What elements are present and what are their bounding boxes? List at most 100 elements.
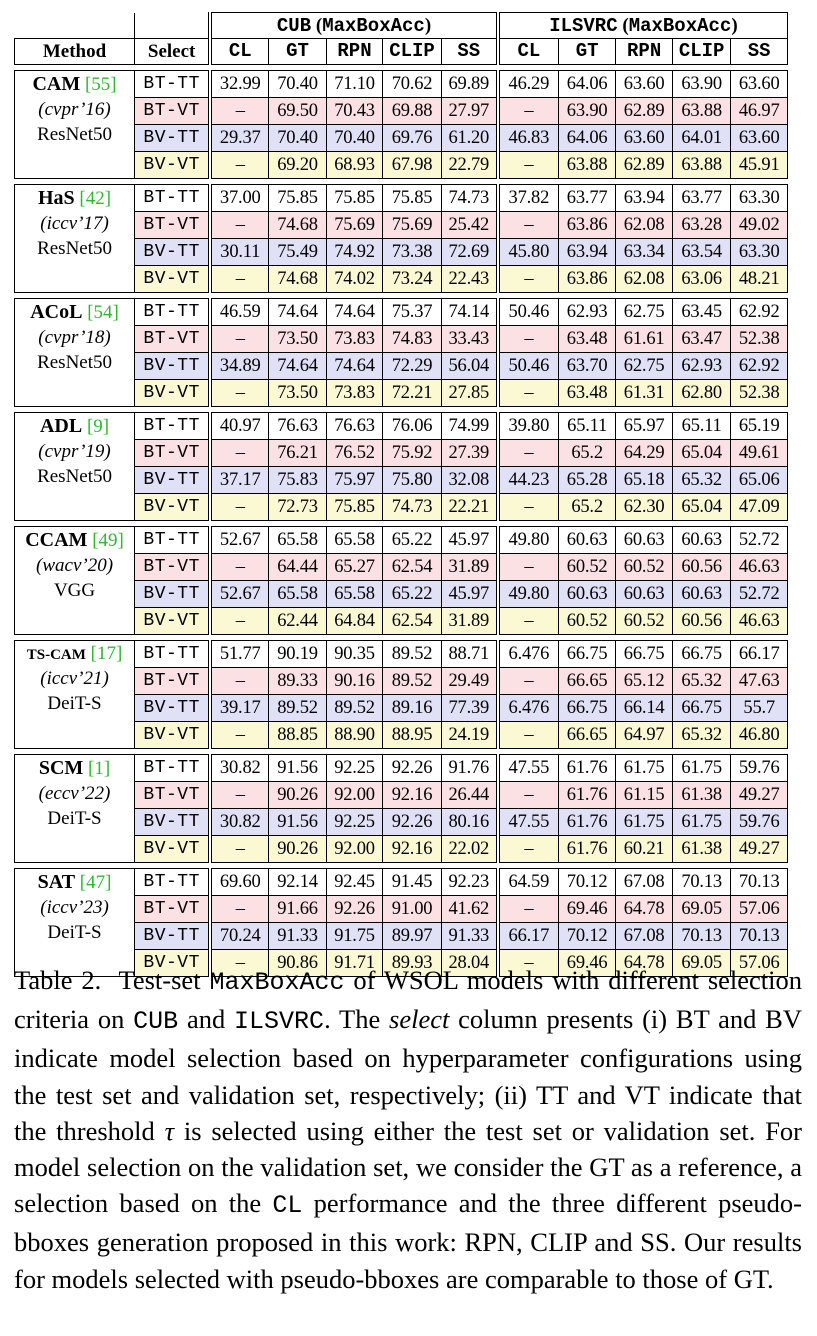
method-citation[interactable]: [47] (79, 872, 112, 893)
value-cell: 33.43 (440, 325, 499, 353)
value-cell: 65.32 (671, 721, 732, 749)
value-cell: – (495, 211, 559, 239)
table-row: BV-TT 30.11 75.49 74.92 73.38 72.69 45.80 63.94… (15, 238, 788, 266)
value-cell: 69.20 (268, 151, 327, 179)
value-cell: 22.02 (440, 835, 499, 863)
method-citation[interactable]: [42] (79, 188, 112, 209)
value-cell: 65.58 (325, 580, 384, 608)
value-cell: 63.60 (615, 70, 673, 98)
value-cell: 63.94 (615, 184, 673, 212)
select-cell: BV-VT (134, 265, 211, 293)
table-row: ADL [9] (cvpr’19) ResNet50 BT-TT 40.97 76.63 7… (13, 412, 788, 521)
value-cell: 91.66 (268, 895, 327, 923)
value-cell: 92.16 (382, 835, 442, 863)
value-cell: 63.94 (557, 238, 617, 266)
value-cell: 89.97 (382, 922, 442, 950)
table-row: BV-TT 39.17 89.52 89.52 89.16 77.39 6.476 66.75… (15, 694, 788, 722)
value-cell: 88.85 (268, 721, 327, 749)
caption-text: . The (324, 1004, 390, 1035)
value-cell: 74.68 (268, 265, 327, 293)
value-cell: 65.2 (557, 439, 617, 467)
method-venue: (iccv’21) (40, 668, 109, 690)
method-venue: (iccv’23) (40, 897, 109, 919)
method-citation[interactable]: [17] (90, 643, 123, 664)
method-cell: SCM [1] (eccv’22) DeiT-S (13, 754, 136, 863)
value-cell: 64.59 (495, 868, 559, 896)
method-citation[interactable]: [55] (84, 74, 117, 95)
value-cell: 65.12 (615, 667, 673, 695)
value-cell: 75.80 (382, 466, 442, 494)
select-cell: BT-VT (134, 325, 211, 353)
value-cell: 63.88 (671, 97, 732, 125)
method-name: SAT (37, 871, 76, 893)
value-cell: 76.63 (325, 412, 384, 440)
method-citation[interactable]: [54] (87, 302, 119, 323)
value-cell: 31.89 (440, 607, 499, 635)
value-cell: 77.39 (440, 694, 499, 722)
value-cell: – (208, 265, 270, 293)
table-row: BT-VT –90.26 92.00 92.16 26.44–61.76 61.15 61.… (15, 781, 788, 809)
header-blank (14, 12, 136, 39)
value-cell: 75.83 (268, 466, 327, 494)
value-cell: 51.77 (208, 640, 270, 668)
method-citation[interactable]: [49] (92, 530, 124, 551)
value-cell: 46.29 (495, 70, 559, 98)
value-cell: 60.21 (615, 835, 673, 863)
value-cell: 74.64 (268, 352, 327, 380)
value-cell: 49.27 (730, 835, 788, 863)
select-cell: BT-TT (134, 70, 211, 98)
value-cell: 66.17 (730, 640, 788, 668)
value-cell: 63.60 (730, 70, 788, 98)
value-cell: 40.97 (208, 412, 270, 440)
value-cell: 63.60 (730, 124, 788, 152)
value-cell: 64.01 (671, 124, 732, 152)
value-cell: 65.58 (268, 580, 327, 608)
table-row: BV-VT –72.73 75.85 74.73 22.21–65.2 62.30 65.0… (15, 493, 788, 521)
caption-text: and (178, 1004, 235, 1035)
value-cell: 61.76 (557, 754, 617, 782)
table-row: BT-VT –91.66 92.26 91.00 41.62–69.46 64.78 69.… (15, 895, 788, 923)
value-cell: 62.92 (730, 298, 788, 326)
value-cell: 90.16 (325, 667, 384, 695)
caption-label: Table 2. (14, 965, 102, 995)
value-cell: 88.95 (382, 721, 442, 749)
value-cell: – (495, 439, 559, 467)
select-cell: BV-TT (134, 466, 211, 494)
value-cell: 90.26 (268, 781, 327, 809)
method-venue: (cvpr’16) (38, 99, 111, 121)
method-name: CCAM (25, 529, 88, 551)
value-cell: – (495, 97, 559, 125)
table-row: BV-VT –62.44 64.84 62.54 31.89–60.52 60.52 60.… (15, 607, 788, 635)
value-cell: 69.76 (382, 124, 442, 152)
select-cell: BT-VT (134, 553, 211, 581)
value-cell: – (495, 379, 559, 407)
value-cell: 62.89 (615, 97, 673, 125)
method-citation[interactable]: [1] (88, 758, 111, 779)
value-cell: – (208, 211, 270, 239)
value-cell: 49.61 (730, 439, 788, 467)
value-cell: 63.48 (557, 325, 617, 353)
value-cell: 34.89 (208, 352, 270, 380)
value-cell: 89.16 (382, 694, 442, 722)
value-cell: 22.21 (440, 493, 499, 521)
value-cell: 45.97 (440, 580, 499, 608)
value-cell: 69.05 (671, 895, 732, 923)
value-cell: 66.75 (557, 640, 617, 668)
value-cell: 65.04 (671, 493, 732, 521)
value-cell: – (495, 667, 559, 695)
select-cell: BV-TT (134, 124, 211, 152)
value-cell: 76.63 (268, 412, 327, 440)
table-row: BV-VT –69.20 68.93 67.98 22.79–63.88 62.89 63.… (15, 151, 788, 179)
select-cell: BV-TT (134, 580, 211, 608)
value-cell: 66.75 (615, 640, 673, 668)
method-citation[interactable]: [9] (86, 416, 110, 437)
value-cell: – (208, 553, 270, 581)
value-cell: 32.99 (208, 70, 270, 98)
select-cell: BT-TT (134, 184, 211, 212)
select-cell: BT-TT (134, 298, 211, 326)
value-cell: 92.25 (325, 754, 384, 782)
value-cell: 30.82 (208, 808, 270, 836)
value-cell: 69.05 (671, 949, 732, 977)
value-cell: 30.82 (208, 754, 270, 782)
value-cell: 6.476 (495, 640, 559, 668)
